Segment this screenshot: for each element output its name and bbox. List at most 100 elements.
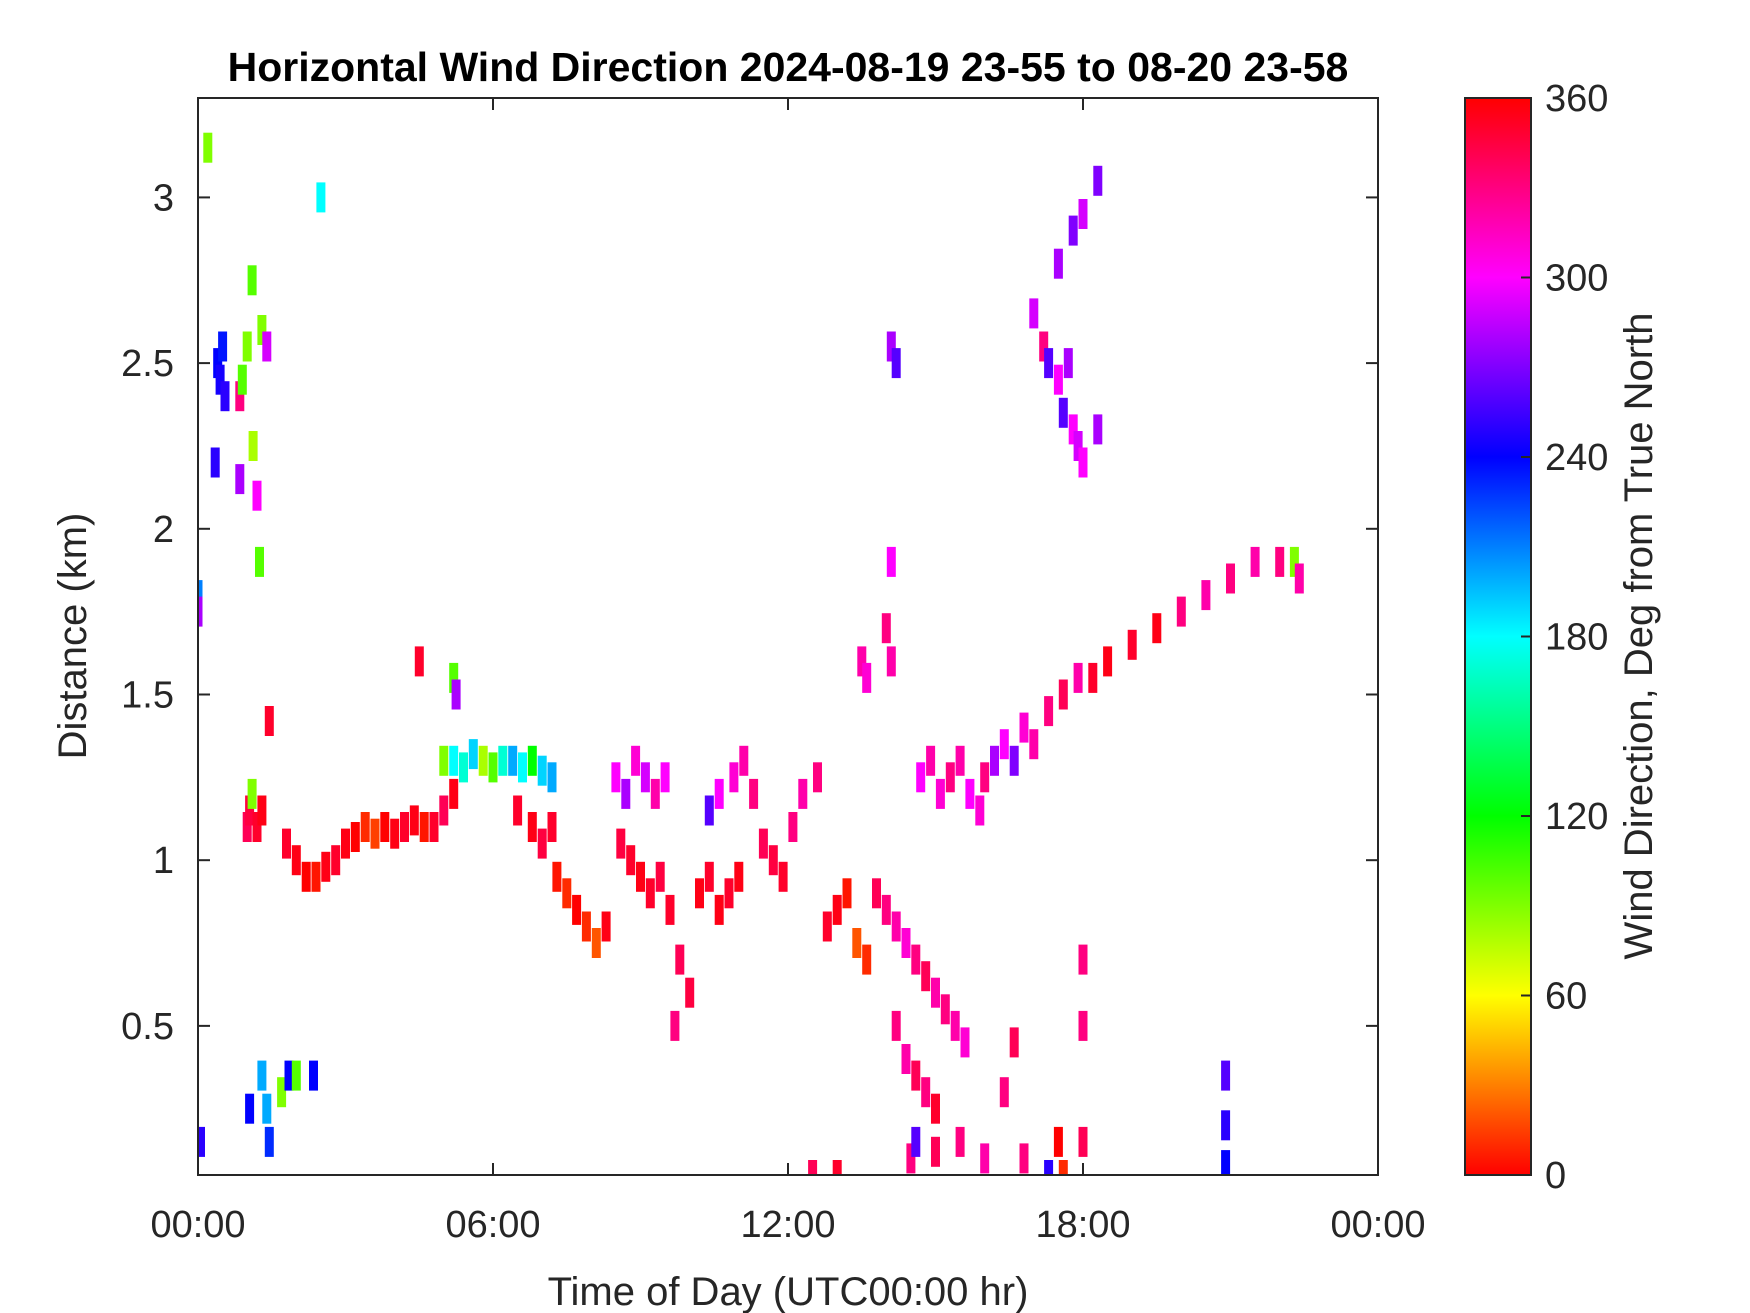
- heatmap-cell: [921, 1077, 931, 1108]
- heatmap-cell: [1053, 364, 1063, 395]
- heatmap-cell: [1221, 1110, 1231, 1141]
- colorbar-tick-label: 120: [1545, 796, 1608, 838]
- heatmap-cell: [724, 878, 734, 909]
- heatmap-cell: [1078, 1010, 1088, 1041]
- heatmap-cell: [321, 851, 331, 882]
- heatmap-cell: [252, 812, 262, 842]
- heatmap-cell: [439, 745, 449, 776]
- y-tick-label: 0.5: [121, 1006, 174, 1048]
- heatmap-cell: [955, 1126, 965, 1157]
- y-tick-label: 1.5: [121, 674, 174, 716]
- heatmap-cell: [449, 745, 459, 776]
- heatmap-cell: [1093, 414, 1103, 445]
- heatmap-cell: [616, 828, 626, 859]
- colorbar-tick-label: 300: [1545, 258, 1608, 300]
- heatmap-cell: [685, 977, 695, 1008]
- heatmap-cell: [935, 778, 945, 809]
- heatmap-cell: [965, 778, 975, 809]
- heatmap-cell: [1078, 447, 1088, 478]
- heatmap-cell: [1176, 596, 1186, 627]
- heatmap-cell: [1127, 629, 1137, 660]
- heatmap-cell: [547, 812, 557, 842]
- heatmap-cell: [881, 613, 891, 644]
- heatmap-cell: [734, 861, 744, 892]
- heatmap-cell: [360, 812, 370, 842]
- heatmap-cell: [235, 381, 245, 412]
- heatmap-cell: [1068, 414, 1078, 445]
- heatmap-cell: [911, 1126, 921, 1157]
- x-tick-label: 12:00: [740, 1204, 835, 1246]
- heatmap-cell: [852, 928, 862, 958]
- heatmap-cell: [758, 828, 768, 859]
- x-axis: 00:00 06:00 12:00 18:00 00:00: [150, 98, 1426, 1246]
- heatmap-cell: [891, 348, 901, 379]
- heatmap-cell: [1058, 1160, 1068, 1175]
- heatmap-cell: [488, 752, 498, 783]
- heatmap-cell: [451, 679, 461, 710]
- heatmap-cell: [665, 894, 675, 925]
- colorbar: [1464, 97, 1532, 1176]
- heatmap-cell: [1073, 662, 1083, 693]
- heatmap-cell: [1073, 431, 1083, 461]
- colorbar-tick-label: 60: [1545, 976, 1587, 1018]
- y-tick-label: 2.5: [121, 343, 174, 385]
- heatmap-cell: [1103, 646, 1113, 677]
- heatmap-cell: [309, 1060, 318, 1091]
- heatmap-cell: [990, 745, 999, 776]
- heatmap-cell: [1093, 165, 1103, 196]
- heatmap-cell: [640, 762, 650, 793]
- heatmap-cell: [311, 861, 321, 892]
- heatmap-cell: [1221, 1150, 1231, 1175]
- heatmap-cell: [768, 845, 778, 876]
- heatmap-cell: [203, 132, 213, 163]
- heatmap-cell: [235, 464, 245, 495]
- heatmap-cell: [1053, 1126, 1063, 1157]
- heatmap-cell: [1039, 331, 1049, 362]
- heatmap-cell: [906, 1143, 916, 1174]
- heatmap-cell: [1201, 580, 1211, 611]
- heatmap-cell: [891, 911, 901, 942]
- heatmap-cell: [468, 739, 478, 770]
- heatmap-cell: [886, 546, 896, 577]
- heatmap-cell: [1044, 696, 1054, 727]
- heatmap-cell: [291, 845, 301, 876]
- heatmap-cell: [1250, 546, 1260, 577]
- heatmap-cell: [1058, 679, 1068, 710]
- heatmap-cell: [611, 762, 621, 793]
- heatmap-cell: [881, 894, 891, 925]
- heatmap-cell: [331, 845, 341, 876]
- colorbar-tick-label: 0: [1545, 1155, 1566, 1197]
- heatmap-cell: [459, 752, 468, 783]
- heatmap-cell: [1226, 563, 1235, 594]
- heatmap-cell: [931, 977, 940, 1008]
- heatmap-cell: [478, 745, 488, 776]
- heatmap-cell: [498, 745, 508, 776]
- heatmap-cell: [1019, 1143, 1029, 1174]
- heatmap-cell: [788, 812, 798, 842]
- heatmap-cell: [798, 778, 808, 809]
- colorbar-tick-label: 240: [1545, 437, 1608, 479]
- heatmap-cell: [245, 795, 255, 826]
- x-tick-label: 00:00: [1330, 1204, 1425, 1246]
- heatmap-cell: [675, 944, 685, 975]
- heatmap-cell: [591, 928, 601, 958]
- heatmap-cell: [527, 745, 537, 776]
- heatmap-cell: [636, 861, 645, 892]
- heatmap-cell: [960, 1027, 970, 1058]
- heatmap-cell: [1275, 546, 1285, 577]
- heatmap-cell: [409, 805, 419, 836]
- heatmap-cell: [218, 331, 228, 362]
- heatmap-cell: [291, 1060, 301, 1091]
- heatmap-cell: [1078, 944, 1088, 975]
- heatmap-cell: [626, 845, 636, 876]
- heatmap-cell: [390, 818, 400, 849]
- heatmap-cell: [975, 795, 985, 826]
- heatmap-cell: [220, 381, 230, 412]
- heatmap-cell: [1063, 348, 1073, 379]
- heatmap-cell: [999, 729, 1009, 760]
- heatmap-cell: [1289, 546, 1299, 577]
- heatmap-cell: [255, 546, 264, 577]
- heatmap-cell: [808, 1160, 818, 1175]
- heatmap-cell: [931, 1093, 940, 1124]
